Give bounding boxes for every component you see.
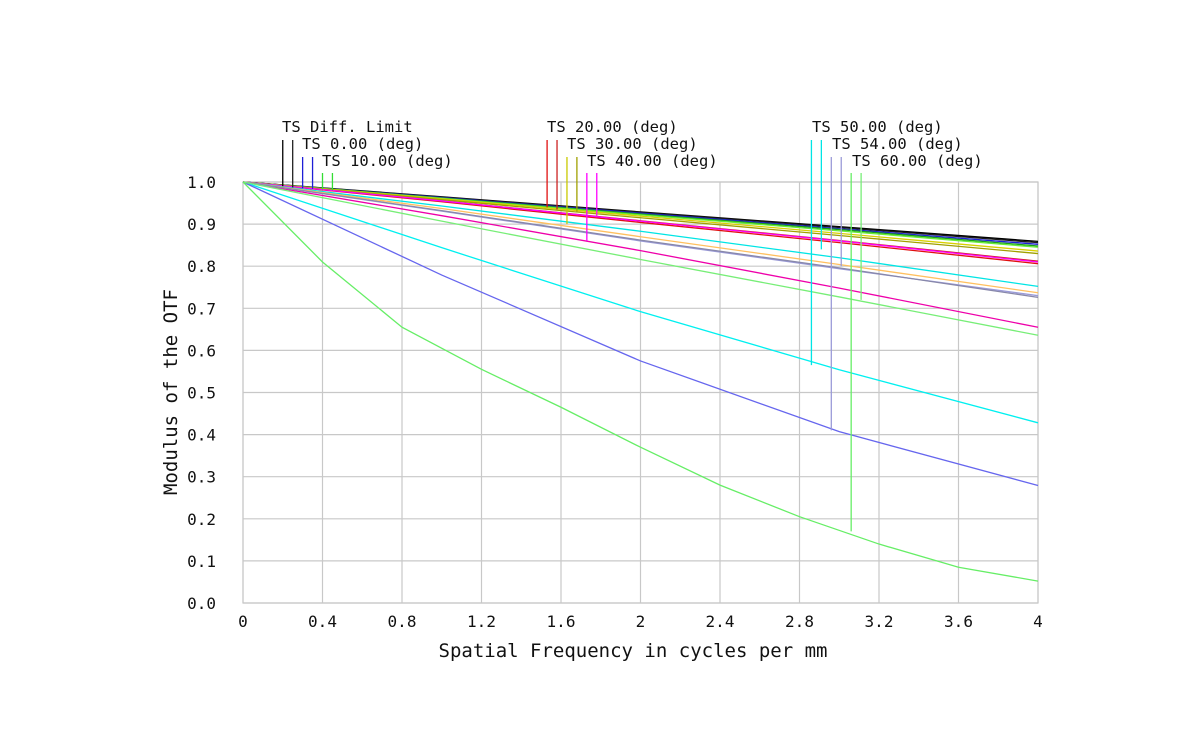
series-line [242, 181, 1039, 424]
series-line [242, 181, 1039, 336]
grid [242, 181, 1039, 604]
legend-entry: TS 54.00 (deg) [832, 135, 963, 153]
y-tick-labels: 0.0 0.1 0.2 0.3 0.4 0.5 0.6 0.7 0.8 0.9 1.0 [187, 173, 216, 613]
series-line [242, 181, 1039, 294]
x-tick-label: 1.2 [467, 612, 496, 631]
x-tick-labels: 0 0.4 0.8 1.2 1.6 2 2.4 2.8 3.2 3.6 4 [238, 612, 1043, 631]
y-tick-label: 0.1 [187, 552, 216, 571]
legend-leader-lines [282, 140, 862, 532]
y-axis-label: Modulus of the OTF [160, 289, 182, 495]
series-line [242, 181, 1039, 487]
x-tick-label: 4 [1033, 612, 1043, 631]
x-axis-label: Spatial Frequency in cycles per mm [439, 640, 828, 662]
x-tick-label: 0.4 [308, 612, 337, 631]
legend-entry: TS 20.00 (deg) [547, 118, 678, 136]
y-tick-label: 0.9 [187, 215, 216, 234]
x-tick-label: 2.8 [785, 612, 814, 631]
y-tick-label: 0.7 [187, 299, 216, 318]
legend-entry: TS 60.00 (deg) [852, 152, 983, 170]
series-line [242, 181, 1039, 582]
y-tick-label: 0.6 [187, 341, 216, 360]
series-line [242, 181, 1039, 263]
x-tick-label: 0 [238, 612, 248, 631]
series-line [242, 181, 1039, 288]
y-tick-label: 0.2 [187, 510, 216, 529]
legend-entry: TS 10.00 (deg) [322, 152, 453, 170]
x-tick-label: 2.4 [706, 612, 735, 631]
x-tick-label: 1.6 [547, 612, 576, 631]
series-line [242, 181, 1039, 328]
y-tick-label: 0.0 [187, 594, 216, 613]
legend-entry: TS 30.00 (deg) [567, 135, 698, 153]
x-tick-label: 3.6 [944, 612, 973, 631]
series-lines [242, 181, 1039, 582]
legend-entry: TS 40.00 (deg) [587, 152, 718, 170]
series-line [242, 181, 1039, 298]
y-tick-label: 0.3 [187, 468, 216, 487]
legend-entry: TS 0.00 (deg) [302, 135, 423, 153]
legend-entry: TS Diff. Limit [282, 118, 413, 136]
y-tick-label: 0.8 [187, 257, 216, 276]
x-tick-label: 2 [636, 612, 646, 631]
x-tick-label: 3.2 [865, 612, 894, 631]
series-line [242, 181, 1039, 255]
plot-frame [242, 181, 1039, 604]
y-tick-label: 0.5 [187, 384, 216, 403]
legend-entry: TS 50.00 (deg) [812, 118, 943, 136]
y-tick-label: 1.0 [187, 173, 216, 192]
x-tick-label: 0.8 [388, 612, 417, 631]
y-tick-label: 0.4 [187, 426, 216, 445]
